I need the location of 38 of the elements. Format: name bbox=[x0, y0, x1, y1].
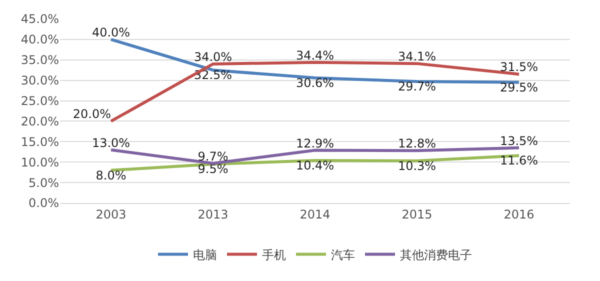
data-label: 8.0% bbox=[96, 168, 126, 182]
data-label: 9.5% bbox=[198, 162, 228, 176]
data-label: 11.6% bbox=[500, 154, 538, 168]
x-tick-label: 2003 bbox=[96, 207, 126, 222]
y-tick-label: 45.0% bbox=[20, 12, 59, 26]
legend-label: 手机 bbox=[262, 248, 286, 262]
data-label: 34.0% bbox=[194, 50, 232, 64]
data-label: 9.7% bbox=[198, 149, 228, 164]
data-label: 34.4% bbox=[296, 48, 334, 62]
legend-label: 电脑 bbox=[193, 248, 217, 262]
y-tick-label: 10.0% bbox=[20, 155, 59, 170]
data-label: 20.0% bbox=[72, 107, 111, 122]
data-label: 13.5% bbox=[500, 134, 538, 148]
data-label: 29.7% bbox=[398, 80, 436, 94]
data-label: 34.1% bbox=[398, 50, 436, 64]
data-label: 13.0% bbox=[92, 136, 130, 150]
x-tick-label: 2015 bbox=[402, 207, 432, 222]
data-label: 12.9% bbox=[296, 136, 334, 150]
data-label: 12.8% bbox=[398, 136, 436, 151]
y-tick-label: 40.0% bbox=[20, 32, 59, 47]
legend-label: 汽车 bbox=[331, 248, 355, 262]
x-tick-label: 2013 bbox=[198, 207, 228, 222]
data-label: 31.5% bbox=[500, 60, 538, 74]
data-label: 10.3% bbox=[398, 158, 436, 173]
y-tick-label: 15.0% bbox=[20, 134, 59, 149]
y-tick-label: 5.0% bbox=[28, 176, 59, 190]
data-label: 29.5% bbox=[500, 80, 538, 94]
data-label: 40.0% bbox=[92, 25, 130, 40]
y-tick-label: 20.0% bbox=[20, 114, 59, 128]
y-tick-label: 30.0% bbox=[20, 74, 59, 88]
y-tick-label: 0.0% bbox=[28, 196, 59, 210]
y-tick-label: 35.0% bbox=[20, 53, 59, 68]
data-label: 30.6% bbox=[296, 76, 334, 90]
x-tick-label: 2016 bbox=[504, 207, 534, 222]
data-label: 10.4% bbox=[296, 158, 334, 172]
y-tick-label: 25.0% bbox=[20, 94, 59, 108]
x-tick-label: 2014 bbox=[300, 207, 330, 222]
legend-label: 其他消费电子 bbox=[400, 248, 472, 262]
